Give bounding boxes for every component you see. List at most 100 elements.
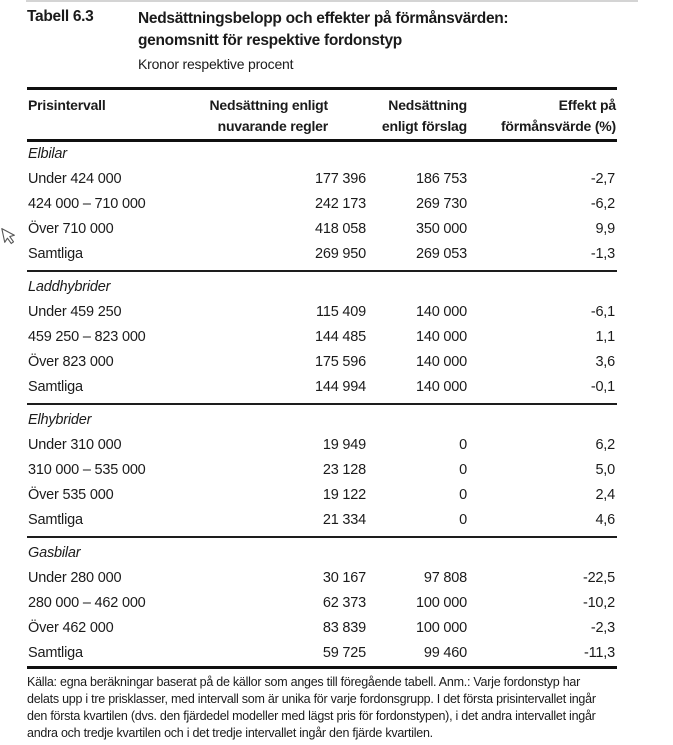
- footnote-line: delats upp i tre prisklasser, med interv…: [27, 692, 596, 706]
- proposal-cell: 350 000: [415, 221, 467, 237]
- current-rules-cell: 242 173: [314, 196, 366, 212]
- effect-cell: 9,9: [595, 221, 615, 237]
- effect-cell: -10,2: [582, 595, 615, 611]
- section-laddhybrider: Laddhybrider Under 459 250 115 409 140 0…: [27, 275, 617, 400]
- current-rules-cell: 83 839: [322, 620, 366, 636]
- section-divider: [27, 536, 617, 538]
- price-interval-cell: Under 424 000: [28, 171, 122, 187]
- table-row: 424 000 – 710 000 242 173 269 730 -6,2: [27, 192, 617, 217]
- table-row: Under 424 000 177 396 186 753 -2,7: [27, 167, 617, 192]
- price-interval-cell: Under 280 000: [28, 570, 122, 586]
- price-interval-cell: Samtliga: [28, 512, 83, 528]
- proposal-cell: 99 460: [423, 645, 467, 661]
- table-top-rule: [27, 87, 617, 90]
- effect-cell: -22,5: [582, 570, 615, 586]
- section-divider: [27, 270, 617, 272]
- proposal-cell: 269 730: [415, 196, 467, 212]
- section-elbilar: Elbilar Under 424 000 177 396 186 753 -2…: [27, 142, 617, 267]
- proposal-cell: 140 000: [415, 354, 467, 370]
- proposal-cell: 140 000: [415, 329, 467, 345]
- effect-cell: 6,2: [595, 437, 615, 453]
- table-number-label: Tabell 6.3: [27, 8, 94, 25]
- table-row: Samtliga 144 994 140 000 -0,1: [27, 375, 617, 400]
- section-heading-row: Elbilar: [27, 142, 617, 167]
- current-rules-cell: 175 596: [314, 354, 366, 370]
- table-row: Under 280 000 30 167 97 808 -22,5: [27, 566, 617, 591]
- effect-cell: -11,3: [584, 645, 615, 661]
- table-footnote: Källa: egna beräkningar baserat på de kä…: [27, 674, 647, 742]
- effect-cell: 2,4: [595, 487, 615, 503]
- effect-cell: -2,7: [590, 171, 615, 187]
- price-interval-cell: Samtliga: [28, 645, 83, 661]
- footnote-line: Källa: egna beräkningar baserat på de kä…: [27, 675, 581, 689]
- price-interval-cell: Över 462 000: [28, 620, 114, 636]
- price-interval-cell: Samtliga: [28, 246, 83, 262]
- table-row: Under 459 250 115 409 140 000 -6,1: [27, 300, 617, 325]
- effect-cell: 4,6: [595, 512, 615, 528]
- effect-cell: -2,3: [590, 620, 615, 636]
- section-heading: Elbilar: [28, 146, 67, 162]
- current-rules-cell: 418 058: [314, 221, 366, 237]
- table-header-row: Prisintervall Nedsättning enligt nuvaran…: [27, 90, 617, 139]
- current-rules-cell: 177 396: [314, 171, 366, 187]
- effect-cell: 1,1: [595, 329, 615, 345]
- cropped-text-artifact: [26, 0, 638, 2]
- table-row: 310 000 – 535 000 23 128 0 5,0: [27, 458, 617, 483]
- price-interval-cell: 310 000 – 535 000: [28, 462, 146, 478]
- header-price-interval: Prisintervall: [28, 97, 106, 113]
- table-row: Över 462 000 83 839 100 000 -2,3: [27, 616, 617, 641]
- price-interval-cell: Under 459 250: [28, 304, 122, 320]
- price-interval-cell: Över 823 000: [28, 354, 114, 370]
- table-row: 280 000 – 462 000 62 373 100 000 -10,2: [27, 591, 617, 616]
- current-rules-cell: 59 725: [322, 645, 366, 661]
- table-title-line1: Nedsättningsbelopp och effekter på förmå…: [138, 10, 509, 27]
- table-title: Nedsättningsbelopp och effekter på förmå…: [138, 8, 638, 52]
- table-row: Över 710 000 418 058 350 000 9,9: [27, 217, 617, 242]
- current-rules-cell: 19 122: [322, 487, 366, 503]
- price-interval-cell: 424 000 – 710 000: [28, 196, 146, 212]
- price-interval-cell: Samtliga: [28, 379, 83, 395]
- table-row: Över 535 000 19 122 0 2,4: [27, 483, 617, 508]
- effect-cell: -1,3: [590, 246, 615, 262]
- proposal-cell: 100 000: [415, 595, 467, 611]
- section-heading: Laddhybrider: [28, 279, 111, 295]
- effect-cell: -6,2: [590, 196, 615, 212]
- table-row: Under 310 000 19 949 0 6,2: [27, 433, 617, 458]
- table-row: 459 250 – 823 000 144 485 140 000 1,1: [27, 325, 617, 350]
- current-rules-cell: 269 950: [314, 246, 366, 262]
- current-rules-cell: 23 128: [322, 462, 366, 478]
- price-interval-cell: Över 535 000: [28, 487, 114, 503]
- proposal-cell: 0: [459, 487, 467, 503]
- effect-cell: 5,0: [595, 462, 615, 478]
- section-heading: Elhybrider: [28, 412, 92, 428]
- price-interval-cell: 459 250 – 823 000: [28, 329, 146, 345]
- price-interval-cell: Under 310 000: [28, 437, 122, 453]
- header-current-rules: Nedsättning enligt nuvarande regler: [209, 97, 328, 134]
- effect-cell: -6,1: [590, 304, 615, 320]
- proposal-cell: 0: [459, 437, 467, 453]
- table-title-line2: genomsnitt för respektive fordonstyp: [138, 32, 402, 49]
- section-heading-row: Gasbilar: [27, 541, 617, 566]
- effect-cell: 3,6: [595, 354, 615, 370]
- current-rules-cell: 30 167: [322, 570, 366, 586]
- section-heading: Gasbilar: [28, 545, 81, 561]
- section-heading-row: Elhybrider: [27, 408, 617, 433]
- price-interval-cell: 280 000 – 462 000: [28, 595, 146, 611]
- section-divider: [27, 403, 617, 405]
- table-row: Samtliga 21 334 0 4,6: [27, 508, 617, 533]
- section-elhybrider: Elhybrider Under 310 000 19 949 0 6,2 31…: [27, 408, 617, 533]
- table-bottom-rule: [27, 666, 617, 669]
- section-heading-row: Laddhybrider: [27, 275, 617, 300]
- proposal-cell: 140 000: [415, 379, 467, 395]
- table-subtitle: Kronor respektive procent: [138, 56, 294, 72]
- table-row: Samtliga 59 725 99 460 -11,3: [27, 641, 617, 666]
- header-effect: Effekt på förmånsvärde (%): [500, 97, 616, 134]
- proposal-cell: 140 000: [415, 304, 467, 320]
- mouse-cursor-icon: [1, 228, 15, 245]
- table-row: Över 823 000 175 596 140 000 3,6: [27, 350, 617, 375]
- current-rules-cell: 144 485: [314, 329, 366, 345]
- section-gasbilar: Gasbilar Under 280 000 30 167 97 808 -22…: [27, 541, 617, 666]
- current-rules-cell: 19 949: [322, 437, 366, 453]
- proposal-cell: 186 753: [415, 171, 467, 187]
